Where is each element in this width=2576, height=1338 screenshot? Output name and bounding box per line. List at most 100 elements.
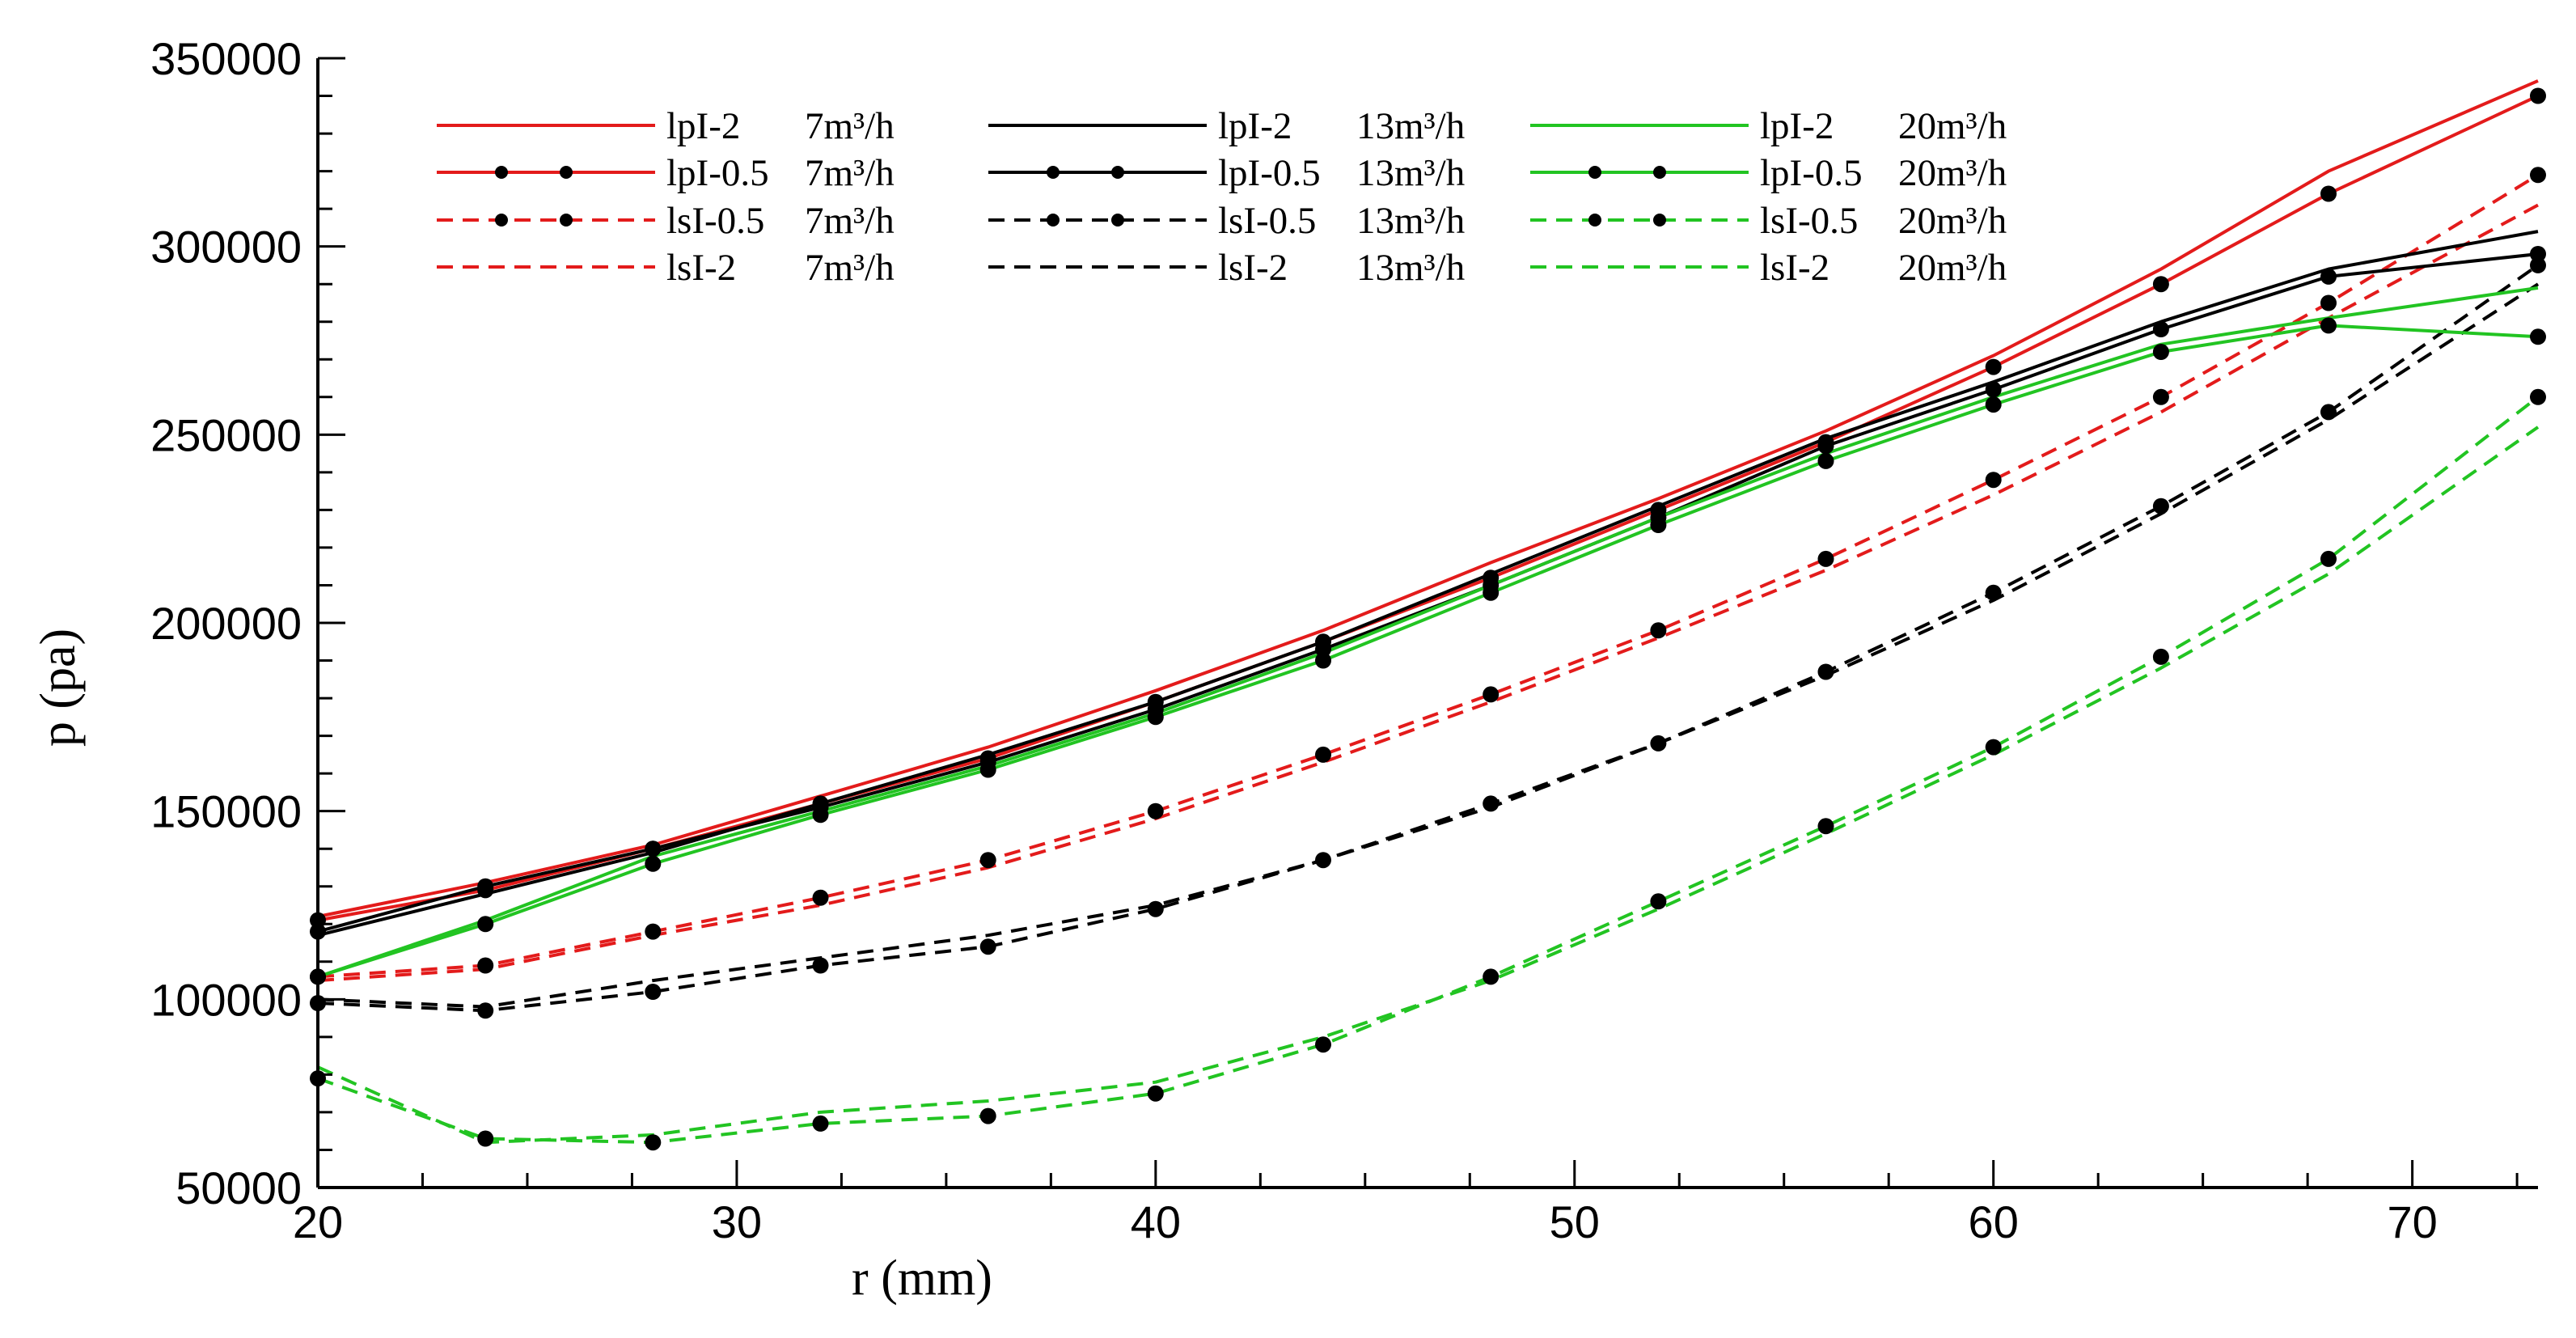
x-tick-label-2: 30 <box>712 1196 762 1247</box>
x-tick-label-6: 70 <box>2387 1196 2437 1247</box>
data-point-s7-8 <box>1483 795 1499 812</box>
data-point-s11-10 <box>1817 818 1834 835</box>
y-tick-label-1: 50000 <box>176 1162 302 1213</box>
data-point-s6-2 <box>477 878 494 895</box>
legend-flow-11: 20m³/h <box>1898 200 2007 242</box>
legend-flow-4: 7m³/h <box>805 247 895 289</box>
legend-flow-2: 7m³/h <box>805 152 895 194</box>
data-point-s3-7 <box>1315 746 1331 763</box>
legend-label-9: lpI-2 <box>1760 105 1834 147</box>
data-point-s10-3 <box>645 855 662 872</box>
data-point-s10-6 <box>1147 709 1164 726</box>
legend-marker-7-1 <box>1047 214 1060 227</box>
data-point-s7-10 <box>1817 663 1834 680</box>
data-point-s10-7 <box>1315 652 1331 669</box>
data-point-s6-14 <box>2530 246 2546 262</box>
legend-marker-2-2 <box>560 166 573 179</box>
data-point-s11-14 <box>2530 388 2546 405</box>
legend-flow-9: 20m³/h <box>1898 105 2007 147</box>
data-point-s3-14 <box>2530 167 2546 184</box>
data-point-s3-6 <box>1147 802 1164 819</box>
data-point-s10-12 <box>2152 344 2169 360</box>
data-point-s11-9 <box>1650 893 1667 910</box>
data-point-s10-14 <box>2530 328 2546 345</box>
data-point-s11-13 <box>2320 550 2337 567</box>
tick-labels: 50000 100000 150000 200000 250000 300000 35000… <box>150 33 2438 1247</box>
legend-marker-10-2 <box>1653 166 1666 179</box>
data-point-s7-13 <box>2320 404 2337 421</box>
data-point-s6-7 <box>1315 641 1331 658</box>
data-point-s7-3 <box>645 984 662 1000</box>
series-line-1 <box>317 79 2539 918</box>
legend-label-11: lsI-0.5 <box>1760 200 1858 242</box>
series-line-11 <box>317 396 2540 1145</box>
data-point-s11-8 <box>1483 968 1499 985</box>
series-line-4 <box>317 203 2539 983</box>
legend-label-10: lpI-0.5 <box>1760 152 1863 194</box>
legend-flow-8: 13m³/h <box>1356 247 1465 289</box>
legend-flow-10: 20m³/h <box>1898 152 2007 194</box>
data-point-s2-14 <box>2530 87 2546 104</box>
data-point-s7-7 <box>1315 852 1331 869</box>
legend-label-7: lsI-0.5 <box>1218 200 1316 242</box>
data-point-s11-5 <box>979 1107 996 1124</box>
data-point-s6-13 <box>2320 268 2337 285</box>
y-axis-label: p (pa) <box>31 629 86 747</box>
data-point-s3-2 <box>477 957 494 974</box>
data-point-s10-4 <box>812 807 829 824</box>
data-point-s7-5 <box>979 938 996 955</box>
legend-marker-6-1 <box>1047 166 1060 179</box>
series-layer <box>310 79 2546 1151</box>
x-tick-label-1: 20 <box>293 1196 343 1247</box>
x-tick-label-3: 40 <box>1131 1196 1181 1247</box>
legend-marker-6-2 <box>1111 166 1124 179</box>
axes <box>316 57 2538 1189</box>
data-point-s2-12 <box>2152 276 2169 293</box>
data-point-s3-13 <box>2320 294 2337 311</box>
data-point-s7-4 <box>812 957 829 974</box>
data-point-s6-10 <box>1817 438 1834 455</box>
data-point-s10-9 <box>1650 517 1667 533</box>
data-point-s3-12 <box>2152 388 2169 405</box>
data-point-s11-12 <box>2152 648 2169 665</box>
data-point-s10-5 <box>979 761 996 778</box>
x-tick-label-4: 50 <box>1550 1196 1600 1247</box>
y-tick-label-4: 200000 <box>150 598 302 649</box>
data-point-s11-2 <box>477 1130 494 1147</box>
legend-marker-3-1 <box>495 214 508 227</box>
data-point-s10-2 <box>477 916 494 933</box>
legend-flow-12: 20m³/h <box>1898 247 2007 289</box>
legend-label-2: lpI-0.5 <box>666 152 769 194</box>
legend-marker-2-1 <box>495 166 508 179</box>
data-point-s11-6 <box>1147 1085 1164 1102</box>
data-point-s2-13 <box>2320 185 2337 202</box>
series-line-5 <box>317 230 2539 938</box>
data-point-s3-8 <box>1483 686 1499 703</box>
series-line-7 <box>317 264 2540 1013</box>
legend-marker-11-2 <box>1653 214 1666 227</box>
series-line-9 <box>317 286 2539 979</box>
legend-marker-11-1 <box>1588 214 1601 227</box>
legend-flow-5: 13m³/h <box>1356 105 1465 147</box>
data-point-s3-10 <box>1817 550 1834 567</box>
y-tick-label-3: 150000 <box>150 786 302 837</box>
legend-marker-7-2 <box>1111 214 1124 227</box>
y-tick-label-7: 350000 <box>150 33 302 84</box>
data-point-s7-12 <box>2152 498 2169 514</box>
data-point-s3-3 <box>645 923 662 940</box>
legend-label-5: lpI-2 <box>1218 105 1292 147</box>
data-point-s10-13 <box>2320 317 2337 334</box>
data-point-s11-3 <box>645 1134 662 1151</box>
data-point-s7-6 <box>1147 900 1164 917</box>
data-point-s11-11 <box>1985 739 2002 756</box>
series-line-6 <box>317 252 2539 934</box>
data-point-s3-4 <box>812 889 829 906</box>
legend-flow-3: 7m³/h <box>805 200 895 242</box>
data-point-s6-3 <box>645 840 662 857</box>
data-point-s7-11 <box>1985 584 2002 601</box>
data-point-s6-12 <box>2152 321 2169 337</box>
data-point-s11-4 <box>812 1115 829 1132</box>
data-point-s11-7 <box>1315 1036 1331 1053</box>
data-point-s6-11 <box>1985 381 2002 398</box>
